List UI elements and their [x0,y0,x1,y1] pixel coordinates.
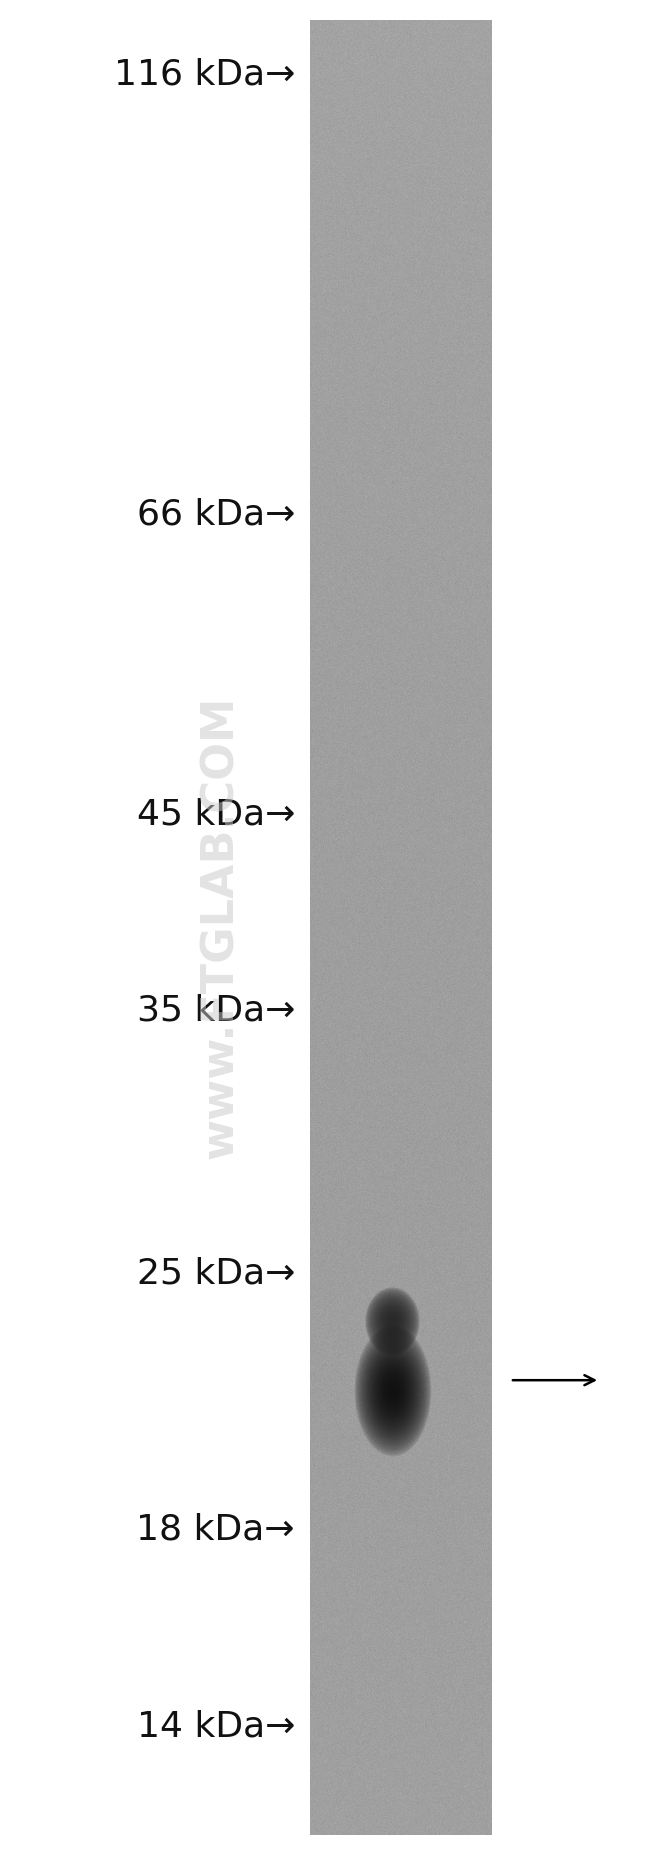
Text: 35 kDa→: 35 kDa→ [136,994,295,1028]
Text: 116 kDa→: 116 kDa→ [114,58,295,91]
Text: 18 kDa→: 18 kDa→ [136,1514,295,1547]
Text: 25 kDa→: 25 kDa→ [136,1256,295,1291]
Text: 66 kDa→: 66 kDa→ [136,497,295,532]
Text: www.FTGLAB.COM: www.FTGLAB.COM [198,696,242,1159]
Text: 14 kDa→: 14 kDa→ [136,1708,295,1744]
Text: 45 kDa→: 45 kDa→ [136,798,295,831]
